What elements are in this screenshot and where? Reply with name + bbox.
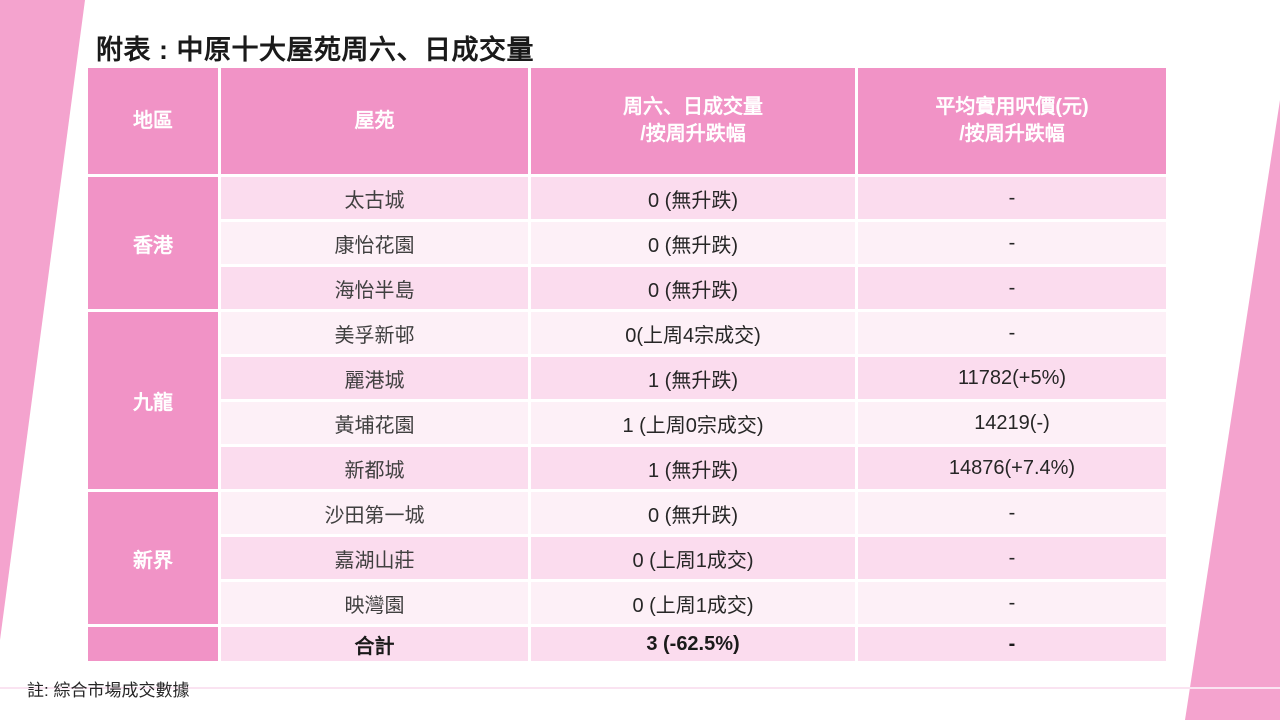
page-title: 附表 : 中原十大屋苑周六、日成交量 <box>96 35 534 65</box>
column-header-volume: 周六、日成交量 /按周升跌幅 <box>531 68 855 174</box>
bottom-divider-line <box>0 687 1280 689</box>
estate-cell: 海怡半島 <box>221 267 528 309</box>
table-row: 九龍 美孚新邨 0(上周4宗成交) - <box>88 312 1166 489</box>
column-header-subtext: /按周升跌幅 <box>959 123 1065 145</box>
total-volume-cell: 3 (-62.5%) <box>531 627 855 661</box>
footnote: 註: 綜合市場成交數據 <box>27 681 190 700</box>
table-row: 映灣園 0 (上周1成交) - <box>88 582 1166 624</box>
price-cell: - <box>858 222 1166 264</box>
price-cell: 11782(+5%) <box>858 357 1166 399</box>
volume-cell: 0 (上周1成交) <box>531 537 855 579</box>
table-row: 新都城 1 (無升跌) 14876(+7.4%) <box>88 447 1166 489</box>
table-row: 海怡半島 0 (無升跌) - <box>88 267 1166 309</box>
column-header-text: 周六、日成交量 <box>623 96 763 118</box>
estate-cell: 沙田第一城 <box>221 492 528 534</box>
price-cell: 14876(+7.4%) <box>858 447 1166 489</box>
volume-cell: 0 (無升跌) <box>531 177 855 219</box>
estate-cell: 麗港城 <box>221 357 528 399</box>
price-cell: - <box>858 312 1166 354</box>
column-header-subtext: /按周升跌幅 <box>640 123 746 145</box>
column-header-text: 平均實用呎價(元) <box>935 96 1089 118</box>
estate-cell: 太古城 <box>221 177 528 219</box>
estate-cell: 嘉湖山莊 <box>221 537 528 579</box>
volume-cell: 1 (上周0宗成交) <box>531 402 855 444</box>
price-cell: - <box>858 537 1166 579</box>
header-row: 地區 屋苑 周六、日成交量 /按周升跌幅 平均實用呎價(元) /按周升跌幅 <box>88 68 1166 174</box>
price-cell: - <box>858 267 1166 309</box>
table-row: 麗港城 1 (無升跌) 11782(+5%) <box>88 357 1166 399</box>
column-header-text: 屋苑 <box>354 109 395 132</box>
estate-cell: 康怡花園 <box>221 222 528 264</box>
price-cell: 14219(-) <box>858 402 1166 444</box>
table-row: 嘉湖山莊 0 (上周1成交) - <box>88 537 1166 579</box>
volume-cell: 0 (無升跌) <box>531 267 855 309</box>
price-cell: - <box>858 492 1166 534</box>
column-header-district: 地區 <box>88 68 218 174</box>
volume-cell: 0(上周4宗成交) <box>531 312 855 354</box>
total-price-cell: - <box>858 627 1166 661</box>
volume-cell: 0 (無升跌) <box>531 222 855 264</box>
table-row: 康怡花園 0 (無升跌) - <box>88 222 1166 264</box>
table-row: 新界 沙田第一城 0 (無升跌) - <box>88 492 1166 624</box>
district-cell-kowloon: 九龍 <box>88 312 218 489</box>
table-row: 香港 太古城 0 (無升跌) - <box>88 177 1166 309</box>
volume-cell: 0 (上周1成交) <box>531 582 855 624</box>
estates-table: 地區 屋苑 周六、日成交量 /按周升跌幅 平均實用呎價(元) /按周升跌幅 香港… <box>85 65 1169 664</box>
column-header-text: 地區 <box>133 109 173 132</box>
estate-cell: 新都城 <box>221 447 528 489</box>
volume-cell: 1 (無升跌) <box>531 447 855 489</box>
total-label-cell: 合計 <box>221 627 528 661</box>
district-cell-empty <box>88 627 218 661</box>
left-diagonal-ribbon <box>0 0 85 640</box>
column-header-estate: 屋苑 <box>221 68 528 174</box>
estate-cell: 黃埔花園 <box>221 402 528 444</box>
price-cell: - <box>858 582 1166 624</box>
table-row: 黃埔花園 1 (上周0宗成交) 14219(-) <box>88 402 1166 444</box>
column-header-price: 平均實用呎價(元) /按周升跌幅 <box>858 68 1166 174</box>
price-cell: - <box>858 177 1166 219</box>
estate-cell: 映灣園 <box>221 582 528 624</box>
estate-cell: 美孚新邨 <box>221 312 528 354</box>
right-diagonal-ribbon <box>1185 100 1280 720</box>
total-row: 合計 3 (-62.5%) - <box>88 627 1166 661</box>
district-cell-hongkong: 香港 <box>88 177 218 309</box>
volume-cell: 1 (無升跌) <box>531 357 855 399</box>
volume-cell: 0 (無升跌) <box>531 492 855 534</box>
district-cell-new-territories: 新界 <box>88 492 218 624</box>
